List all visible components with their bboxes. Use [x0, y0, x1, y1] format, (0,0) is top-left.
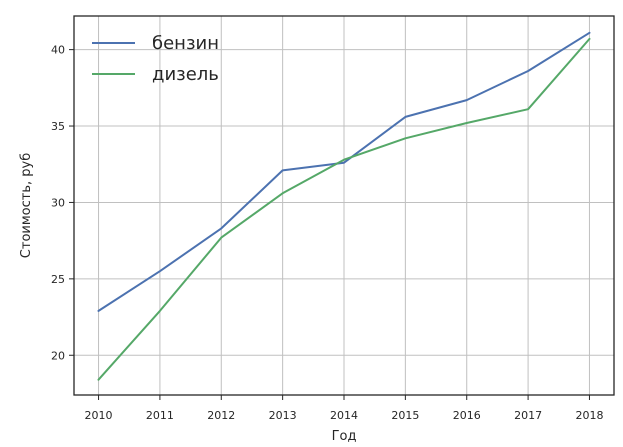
y-tick-label: 20 — [51, 349, 65, 362]
legend-label: дизель — [152, 64, 219, 85]
y-axis-label: Стоимость, руб — [19, 153, 34, 258]
x-tick-label: 2014 — [330, 409, 358, 422]
legend-label: бензин — [152, 33, 219, 54]
grid-lines — [74, 16, 614, 395]
y-tick-label: 30 — [51, 196, 65, 209]
series-line-1 — [97, 31, 591, 312]
y-tick-label: 35 — [51, 120, 65, 133]
x-tick-label: 2018 — [575, 409, 603, 422]
series-line-2 — [97, 37, 591, 381]
axis-ticks: 2010 2011 2012 2013 2014 2015 2016 2017 2018 20 25… — [51, 44, 603, 422]
x-tick-label: 2015 — [391, 409, 419, 422]
y-tick-label: 25 — [51, 273, 65, 286]
legend: бензин дизель — [92, 33, 219, 85]
x-tick-label: 2016 — [453, 409, 481, 422]
y-tick-label: 40 — [51, 44, 65, 57]
x-tick-label: 2011 — [146, 409, 174, 422]
x-tick-label: 2013 — [269, 409, 297, 422]
x-tick-label: 2017 — [514, 409, 542, 422]
series-lines — [97, 31, 591, 381]
x-tick-label: 2012 — [207, 409, 235, 422]
x-axis-label: Год — [332, 429, 357, 444]
x-tick-label: 2010 — [85, 409, 113, 422]
